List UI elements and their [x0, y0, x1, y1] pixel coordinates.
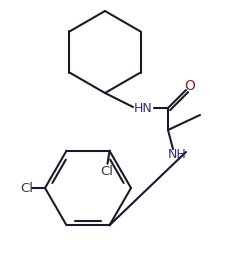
Text: HN: HN	[134, 102, 152, 115]
Text: O: O	[185, 79, 195, 93]
Text: Cl: Cl	[21, 182, 34, 195]
Text: NH: NH	[168, 148, 186, 161]
Text: Cl: Cl	[100, 165, 113, 178]
